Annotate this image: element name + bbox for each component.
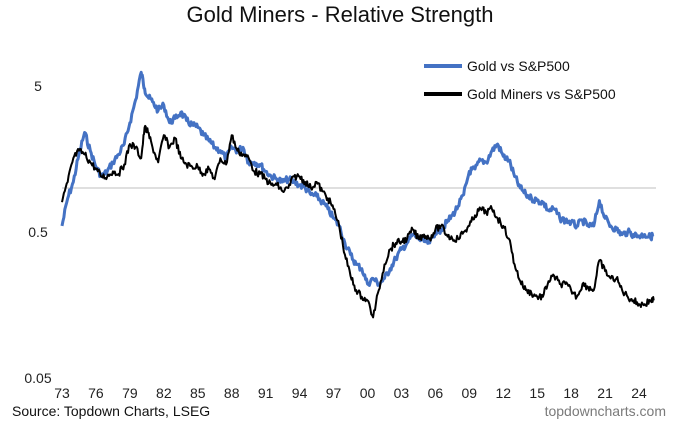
x-tick-label: 94 [292,385,308,401]
x-axis-ticks: 73 76 79 82 85 88 91 94 97 00 03 06 09 12 15 18 21 24 [54,385,647,401]
y-tick-label: 0.5 [28,224,48,240]
x-tick-label: 91 [258,385,274,401]
x-tick-label: 82 [156,385,172,401]
source-note: Source: Topdown Charts, LSEG [12,403,211,419]
x-tick-label: 18 [563,385,579,401]
y-axis-ticks: 5 0.5 0.05 [24,78,51,386]
x-tick-label: 85 [190,385,206,401]
x-tick-label: 73 [54,385,70,401]
legend: Gold vs S&P500 Gold Miners vs S&P500 [424,58,616,102]
series-line-gold-vs-sp500 [60,70,655,287]
x-tick-label: 03 [394,385,410,401]
x-tick-label: 76 [88,385,104,401]
watermark: topdowncharts.com [544,403,666,419]
legend-label: Gold Miners vs S&P500 [467,86,616,102]
series-line-gold-miners-vs-sp500 [61,124,655,319]
x-tick-label: 88 [224,385,240,401]
x-tick-label: 00 [360,385,376,401]
x-tick-label: 24 [631,385,647,401]
series-lines [60,70,655,319]
x-tick-label: 12 [495,385,511,401]
x-tick-label: 79 [122,385,138,401]
chart-title: Gold Miners - Relative Strength [186,2,494,27]
x-tick-label: 21 [597,385,613,401]
x-tick-label: 97 [326,385,342,401]
legend-label: Gold vs S&P500 [467,58,570,74]
x-tick-label: 09 [462,385,478,401]
y-tick-label: 0.05 [24,370,51,386]
y-tick-label: 5 [34,78,42,94]
x-tick-label: 06 [428,385,444,401]
x-tick-label: 15 [529,385,545,401]
